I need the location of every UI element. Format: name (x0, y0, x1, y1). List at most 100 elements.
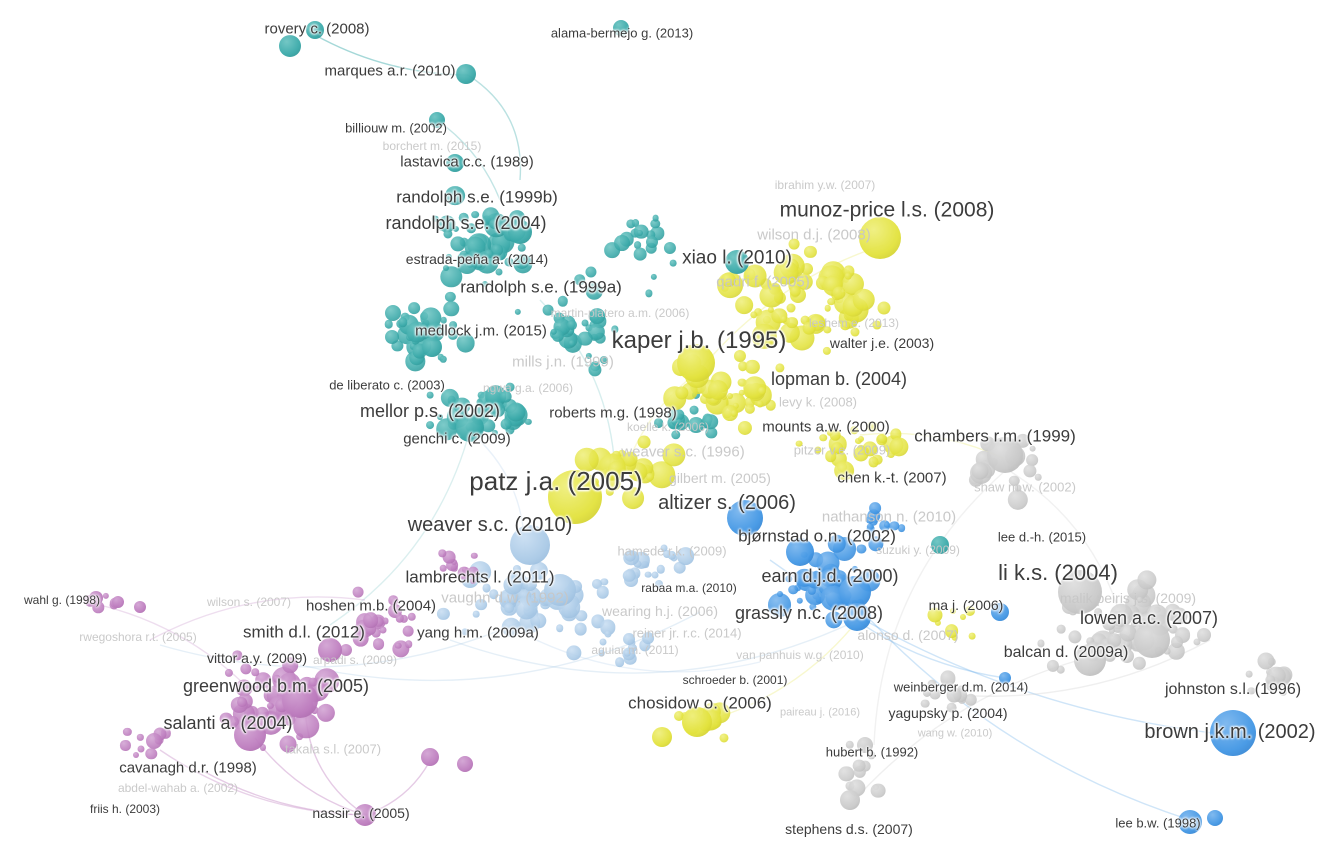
author-label[interactable]: salanti a. (2004) (163, 713, 293, 733)
cluster-node[interactable] (832, 286, 846, 300)
cluster-node[interactable] (785, 575, 793, 583)
cluster-node[interactable] (851, 565, 859, 572)
author-label[interactable]: wearing h.j. (2006) (602, 603, 718, 619)
cluster-node[interactable] (926, 607, 943, 623)
cluster-node[interactable] (927, 679, 937, 689)
author-node[interactable] (1178, 810, 1202, 834)
cluster-node[interactable] (1094, 607, 1102, 616)
cluster-node[interactable] (261, 712, 268, 719)
author-node[interactable] (839, 576, 871, 608)
cluster-node[interactable] (1247, 687, 1256, 695)
cluster-node[interactable] (1163, 647, 1171, 655)
cluster-node[interactable] (760, 278, 772, 290)
cluster-node[interactable] (450, 558, 457, 565)
author-node[interactable] (727, 500, 763, 536)
author-label[interactable]: mellor p.s. (2002) (359, 401, 501, 421)
cluster-node[interactable] (946, 687, 962, 703)
cluster-node[interactable] (352, 586, 364, 598)
cluster-node[interactable] (613, 234, 630, 251)
author-node[interactable] (682, 707, 712, 737)
author-label[interactable]: levy k. (2008) (778, 394, 858, 410)
author-label[interactable]: ibrahim y.w. (2007) (774, 178, 876, 192)
cluster-node[interactable] (796, 273, 813, 290)
author-label[interactable]: lee b.w. (1998) (1115, 815, 1201, 831)
cluster-node[interactable] (759, 284, 783, 308)
cluster-node[interactable] (604, 630, 612, 638)
cluster-node[interactable] (1279, 689, 1287, 696)
cluster-node[interactable] (676, 419, 683, 426)
author-label[interactable]: randolph s.e. (1999b) (396, 187, 558, 207)
cluster-node[interactable] (819, 434, 828, 442)
cluster-node[interactable] (491, 244, 504, 257)
author-node[interactable] (1134, 622, 1170, 658)
cluster-node[interactable] (529, 561, 548, 581)
cluster-node[interactable] (1265, 675, 1275, 685)
cluster-node[interactable] (316, 703, 335, 722)
cluster-node[interactable] (589, 308, 606, 325)
cluster-node[interactable] (840, 320, 850, 331)
author-label[interactable]: johnston s.l. (1996) (1164, 681, 1302, 698)
author-label[interactable]: chosidow o. (2006) (628, 693, 772, 713)
cluster-node[interactable] (446, 558, 459, 571)
author-label[interactable]: hamede r.k. (2009) (617, 543, 727, 559)
cluster-node[interactable] (598, 649, 605, 657)
cluster-node[interactable] (1107, 633, 1121, 647)
author-label[interactable]: cavanagh d.r. (1998) (119, 759, 257, 777)
cluster-node[interactable] (951, 634, 958, 641)
author-label[interactable]: stephens d.s. (2007) (785, 821, 913, 837)
author-node[interactable] (456, 64, 476, 84)
cluster-node[interactable] (525, 418, 532, 425)
cluster-node[interactable] (1122, 612, 1130, 619)
cluster-node[interactable] (1026, 453, 1038, 466)
cluster-node[interactable] (674, 710, 685, 721)
cluster-node[interactable] (462, 567, 469, 574)
author-label[interactable]: nathanson n. (2010) (821, 508, 957, 526)
author-label[interactable]: weinberger d.m. (2014) (893, 679, 1029, 695)
author-label[interactable]: reiner jr. r.c. (2014) (632, 625, 742, 641)
cluster-node[interactable] (676, 547, 695, 565)
cluster-node[interactable] (592, 578, 603, 589)
cluster-node[interactable] (146, 732, 163, 749)
cluster-node[interactable] (800, 315, 810, 325)
cluster-node[interactable] (573, 273, 586, 286)
author-label[interactable]: ma j. (2006) (928, 597, 1004, 613)
cluster-node[interactable] (237, 697, 248, 707)
cluster-node[interactable] (670, 429, 681, 440)
author-label[interactable]: rovery c. (2008) (264, 20, 370, 38)
cluster-node[interactable] (971, 462, 989, 480)
author-label[interactable]: li k.s. (2004) (998, 560, 1118, 585)
cluster-node[interactable] (481, 419, 496, 433)
cluster-node[interactable] (506, 402, 526, 422)
cluster-node[interactable] (1115, 647, 1122, 654)
cluster-node[interactable] (447, 329, 459, 340)
author-label[interactable]: earn d.j.d. (2000) (761, 566, 899, 586)
author-node[interactable] (282, 682, 318, 718)
author-label[interactable]: randolph s.e. (1999a) (460, 277, 622, 297)
author-node[interactable] (613, 20, 629, 36)
cluster-node[interactable] (398, 317, 408, 327)
cluster-node[interactable] (514, 255, 529, 270)
cluster-node[interactable] (767, 593, 792, 618)
author-label[interactable]: takala s.l. (2007) (284, 741, 382, 757)
cluster-node[interactable] (600, 356, 609, 365)
author-label[interactable]: wang w. (2010) (917, 727, 993, 740)
author-node[interactable] (786, 538, 814, 566)
cluster-node[interactable] (395, 613, 405, 623)
author-node[interactable] (1207, 810, 1223, 826)
cluster-node[interactable] (669, 259, 677, 267)
cluster-node[interactable] (453, 397, 471, 414)
cluster-node[interactable] (645, 242, 657, 254)
cluster-node[interactable] (889, 437, 909, 457)
author-label[interactable]: grassly n.c. (2008) (734, 603, 884, 623)
cluster-node[interactable] (517, 243, 527, 253)
cluster-node[interactable] (588, 363, 602, 377)
cluster-node[interactable] (443, 301, 460, 317)
cluster-node[interactable] (702, 413, 719, 430)
cluster-node[interactable] (738, 378, 747, 387)
cluster-node[interactable] (475, 250, 499, 274)
cluster-node[interactable] (946, 702, 958, 713)
cluster-node[interactable] (655, 580, 664, 589)
cluster-node[interactable] (1009, 475, 1020, 487)
cluster-node[interactable] (738, 389, 746, 396)
cluster-node[interactable] (426, 420, 435, 429)
